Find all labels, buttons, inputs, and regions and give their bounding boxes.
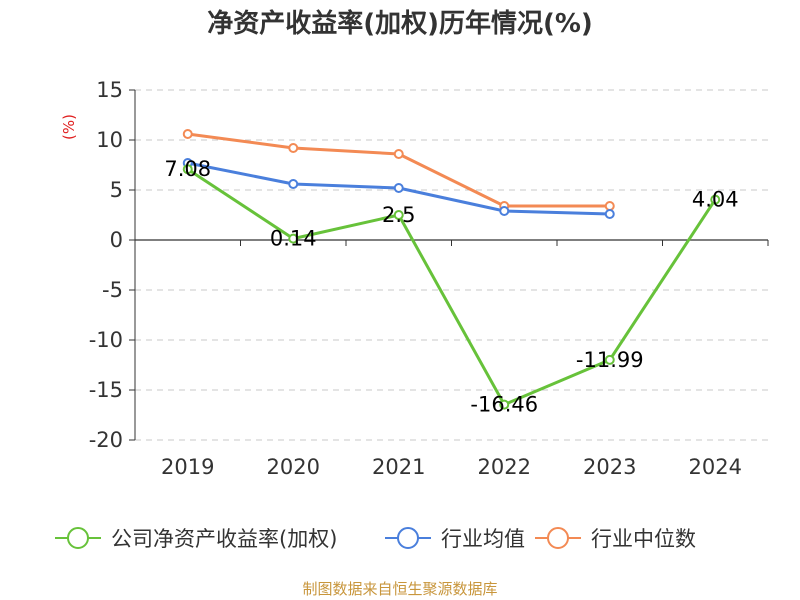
legend-swatch-marker[interactable] <box>547 527 569 549</box>
x-tick-label: 2023 <box>583 455 636 479</box>
y-tick-label: 5 <box>110 178 123 202</box>
x-tick-label: 2022 <box>478 455 531 479</box>
data-label: 2.5 <box>382 203 415 227</box>
data-label: 0.14 <box>270 227 317 251</box>
data-labels: 7.08 0.14 2.5 -16.46 -11.99 4.04 <box>164 157 738 416</box>
data-point[interactable] <box>499 399 510 410</box>
data-point[interactable] <box>393 210 404 220</box>
data-point[interactable] <box>182 129 193 139</box>
series-line <box>186 167 717 407</box>
data-point[interactable] <box>182 164 193 175</box>
y-tick-label: -20 <box>89 428 123 452</box>
data-point[interactable] <box>288 143 299 153</box>
y-tick-label: -15 <box>89 378 123 402</box>
data-point[interactable] <box>710 194 721 205</box>
y-tick-label: 10 <box>96 128 123 152</box>
series-layer <box>182 129 721 410</box>
y-tick-label: 15 <box>96 78 123 102</box>
x-tick-label: 2020 <box>267 455 320 479</box>
series-line <box>187 132 610 208</box>
data-point[interactable] <box>288 179 299 189</box>
data-point[interactable] <box>393 149 404 159</box>
data-point[interactable] <box>393 183 404 193</box>
y-tick-label: 0 <box>110 228 123 252</box>
data-label: -16.46 <box>470 393 538 417</box>
data-label: -11.99 <box>576 348 644 372</box>
legend[interactable]: 公司净资产收益率(加权) 行业均值 行业中位数 <box>55 527 696 551</box>
x-tick-label: 2019 <box>161 455 214 479</box>
data-label: 7.08 <box>164 157 211 181</box>
legend-swatch-marker[interactable] <box>67 527 89 549</box>
source-note: 制图数据来自恒生聚源数据库 <box>302 580 497 598</box>
data-point[interactable] <box>604 209 615 219</box>
y-axis-unit: (%) <box>60 114 78 140</box>
data-point[interactable] <box>604 354 615 365</box>
data-label: 4.04 <box>692 188 739 212</box>
chart-title: 净资产收益率(加权)历年情况(%) <box>207 8 593 39</box>
data-point[interactable] <box>288 233 299 244</box>
data-point[interactable] <box>499 206 510 216</box>
legend-label[interactable]: 行业均值 <box>441 527 525 551</box>
y-tick-label: -10 <box>89 328 123 352</box>
data-point[interactable] <box>604 201 615 211</box>
legend-label[interactable]: 行业中位数 <box>591 527 696 551</box>
axes: 15 10 5 0 -5 -10 -15 -20 2019 2020 2021 2022 2023 202… <box>89 78 769 479</box>
legend-label[interactable]: 公司净资产收益率(加权) <box>111 527 337 551</box>
x-tick-label: 2021 <box>372 455 425 479</box>
legend-swatch-marker[interactable] <box>397 527 419 549</box>
y-tick-label: -5 <box>102 278 123 302</box>
x-tick-label: 2024 <box>689 455 742 479</box>
